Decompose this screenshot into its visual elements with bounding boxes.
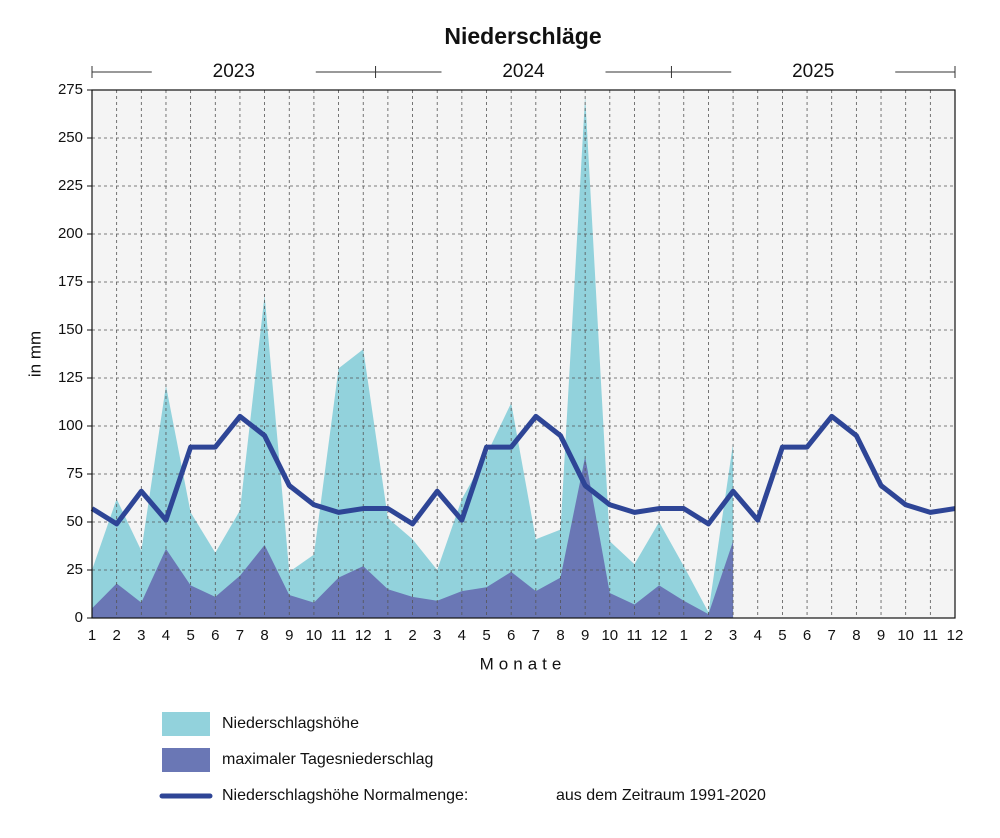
x-tick-label: 9 xyxy=(877,627,885,644)
x-tick-label: 11 xyxy=(923,627,939,644)
x-tick-label: 9 xyxy=(581,627,589,644)
x-tick-label: 7 xyxy=(532,627,540,644)
y-tick-label: 50 xyxy=(66,513,83,530)
x-tick-label: 4 xyxy=(162,627,170,644)
x-tick-label: 1 xyxy=(680,627,688,644)
y-tick-label: 275 xyxy=(58,81,83,98)
x-tick-label: 8 xyxy=(260,627,268,644)
plot-frame xyxy=(91,89,956,619)
x-tick-label: 3 xyxy=(729,627,737,644)
y-tick-label: 0 xyxy=(75,609,83,626)
x-tick-label: 11 xyxy=(331,627,347,644)
y-tick-label: 25 xyxy=(66,561,83,578)
x-tick-label: 3 xyxy=(137,627,145,644)
x-tick-label: 12 xyxy=(355,627,372,644)
legend-swatch xyxy=(162,748,210,772)
x-axis-label: Monate xyxy=(480,654,567,673)
x-tick-label: 8 xyxy=(852,627,860,644)
x-tick-label: 12 xyxy=(651,627,668,644)
y-tick-label: 75 xyxy=(66,465,83,482)
x-tick-label: 2 xyxy=(408,627,416,644)
x-tick-label: 6 xyxy=(211,627,219,644)
x-tick-label: 2 xyxy=(704,627,712,644)
year-label: 2025 xyxy=(792,61,834,82)
x-tick-label: 6 xyxy=(507,627,515,644)
x-tick-label: 1 xyxy=(88,627,96,644)
x-tick-label: 6 xyxy=(803,627,811,644)
y-tick-label: 200 xyxy=(58,225,83,242)
y-axis-label: in mm xyxy=(25,331,44,377)
x-tick-label: 10 xyxy=(306,627,323,644)
line xyxy=(90,413,956,527)
area xyxy=(92,456,734,618)
x-tick-label: 10 xyxy=(897,627,914,644)
x-tick-label: 2 xyxy=(112,627,120,644)
y-tick-label: 150 xyxy=(58,321,83,338)
y-tick-label: 175 xyxy=(58,273,83,290)
x-tick-label: 1 xyxy=(384,627,392,644)
y-tick-label: 100 xyxy=(58,417,83,434)
y-tick-label: 125 xyxy=(58,369,83,386)
x-tick-label: 10 xyxy=(601,627,618,644)
legend-label: Niederschlagshöhe xyxy=(222,715,359,732)
x-tick-label: 3 xyxy=(433,627,441,644)
x-tick-label: 12 xyxy=(947,627,964,644)
x-tick-label: 4 xyxy=(458,627,466,644)
x-tick-label: 7 xyxy=(236,627,244,644)
legend-label: Niederschlagshöhe Normalmenge: xyxy=(222,787,468,804)
x-tick-label: 11 xyxy=(627,627,643,644)
y-tick-label: 225 xyxy=(58,177,83,194)
legend-label: maximaler Tagesniederschlag xyxy=(222,751,433,768)
x-tick-label: 7 xyxy=(828,627,836,644)
legend-note: aus dem Zeitraum 1991-2020 xyxy=(556,787,766,804)
x-tick-label: 8 xyxy=(556,627,564,644)
legend-swatch xyxy=(162,712,210,736)
x-tick-label: 5 xyxy=(186,627,194,644)
chart-title: Niederschläge xyxy=(444,23,601,49)
x-tick-label: 4 xyxy=(754,627,762,644)
y-tick-label: 250 xyxy=(58,129,83,146)
x-tick-label: 5 xyxy=(778,627,786,644)
x-tick-label: 9 xyxy=(285,627,293,644)
year-label: 2024 xyxy=(502,61,545,82)
x-tick-label: 5 xyxy=(482,627,490,644)
area xyxy=(92,95,734,618)
year-label: 2023 xyxy=(213,61,255,82)
